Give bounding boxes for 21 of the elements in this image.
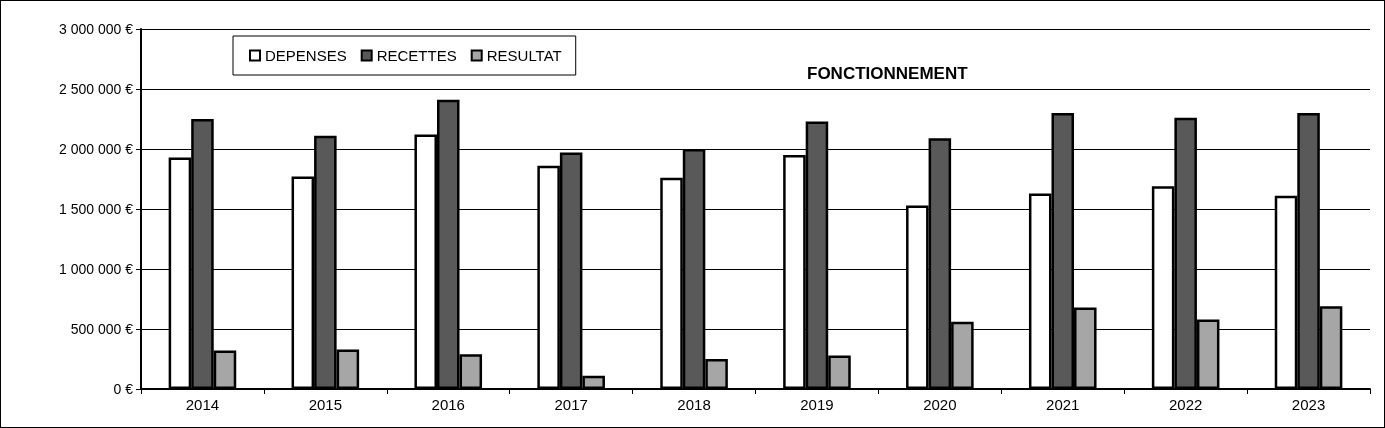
y-tick-label: 3 000 000 € bbox=[59, 21, 134, 37]
y-tick-label: 2 500 000 € bbox=[59, 81, 134, 97]
x-tick-label: 2019 bbox=[800, 396, 834, 413]
x-tick-label: 2022 bbox=[1168, 396, 1203, 413]
x-tick-label: 2015 bbox=[308, 396, 343, 413]
x-tick-label: 2016 bbox=[431, 396, 465, 413]
y-tick-label: 0 € bbox=[113, 381, 134, 397]
x-tick-label: 2021 bbox=[1046, 396, 1080, 413]
legend-label: RESULTAT bbox=[486, 47, 562, 64]
x-tick-label: 2014 bbox=[185, 396, 220, 413]
y-tick-label: 1 000 000 € bbox=[59, 261, 134, 277]
y-tick-label: 2 000 000 € bbox=[59, 141, 134, 157]
legend-label: RECETTES bbox=[376, 47, 457, 64]
y-tick-label: 1 500 000 € bbox=[59, 201, 134, 217]
y-tick-label: 500 000 € bbox=[70, 321, 134, 337]
x-tick-label: 2018 bbox=[677, 396, 711, 413]
x-tick-label: 2023 bbox=[1291, 396, 1326, 413]
x-tick-label: 2020 bbox=[923, 396, 957, 413]
text: FONCTIONNEMENT bbox=[807, 64, 969, 83]
legend-label: DEPENSES bbox=[265, 47, 347, 64]
x-tick-label: 2017 bbox=[554, 396, 588, 413]
